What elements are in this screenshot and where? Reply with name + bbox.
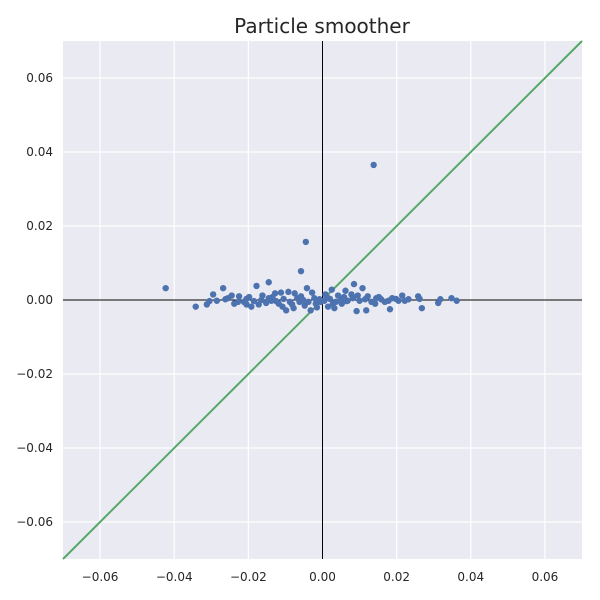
y-tick-labels: −0.06 −0.04 −0.02 0.00 0.02 0.04 0.06: [16, 71, 53, 529]
data-point: [373, 294, 380, 302]
data-point: [437, 296, 444, 303]
data-point: [279, 303, 286, 310]
x-tick-label: 0.02: [383, 570, 410, 584]
data-point: [342, 287, 349, 294]
data-point: [162, 284, 169, 292]
y-tick-label: 0.02: [26, 219, 53, 233]
x-tick-label: 0.00: [309, 570, 336, 584]
x-tick-label: −0.02: [230, 570, 267, 584]
data-point: [361, 296, 369, 303]
data-point: [311, 294, 318, 302]
data-point: [265, 279, 272, 286]
data-point: [370, 161, 377, 169]
data-point: [416, 295, 423, 303]
data-point: [308, 289, 316, 296]
data-point: [316, 296, 323, 303]
data-point: [363, 307, 370, 314]
x-tick-label: 0.04: [457, 570, 484, 584]
data-point: [262, 299, 270, 307]
points: [162, 161, 460, 315]
data-point: [350, 280, 358, 288]
data-point: [235, 293, 243, 300]
data-point: [302, 238, 310, 246]
data-point: [324, 303, 332, 310]
data-point: [313, 304, 321, 311]
data-point: [349, 294, 357, 302]
data-point: [328, 286, 335, 293]
data-point: [224, 294, 232, 302]
data-point: [243, 295, 250, 303]
data-point: [206, 297, 213, 305]
data-point: [234, 298, 242, 306]
data-point: [213, 297, 221, 304]
data-point: [258, 296, 265, 304]
x-tick-label: −0.04: [156, 570, 193, 584]
data-point: [250, 297, 258, 305]
x-tick-labels: −0.06 −0.04 −0.02 0.00 0.02 0.04 0.06: [82, 570, 559, 584]
data-point: [286, 298, 294, 306]
data-point: [219, 284, 227, 292]
data-point: [285, 288, 292, 296]
y-tick-label: −0.06: [16, 515, 53, 529]
data-point: [368, 298, 375, 306]
data-point: [305, 298, 312, 306]
y-tick-label: −0.04: [16, 441, 53, 455]
data-point: [291, 290, 298, 297]
data-point: [399, 292, 406, 299]
x-tick-label: −0.06: [82, 570, 119, 584]
data-point: [243, 301, 250, 308]
y-tick-label: 0.00: [26, 293, 53, 307]
data-point: [272, 297, 280, 305]
data-point: [290, 304, 297, 312]
y-tick-label: −0.02: [16, 367, 53, 381]
data-point: [323, 293, 331, 301]
y-tick-label: 0.06: [26, 71, 53, 85]
data-point: [280, 295, 287, 303]
data-point: [303, 284, 311, 292]
data-point: [192, 303, 199, 310]
data-point: [388, 294, 396, 302]
data-point: [453, 297, 460, 304]
data-point: [377, 296, 385, 303]
data-point: [401, 297, 408, 304]
data-point: [253, 282, 260, 290]
y-tick-label: 0.04: [26, 145, 53, 159]
data-point: [354, 292, 361, 299]
data-point: [359, 284, 366, 292]
x-tick-label: 0.06: [532, 570, 559, 584]
data-point: [418, 304, 426, 312]
data-point: [269, 293, 276, 301]
data-point: [248, 303, 255, 310]
data-point: [307, 307, 314, 314]
data-point: [353, 307, 360, 315]
data-point: [340, 293, 348, 301]
data-point: [209, 291, 217, 298]
chart-title: Particle smoother: [234, 14, 410, 38]
data-point: [277, 289, 285, 296]
data-point: [448, 294, 455, 302]
data-point: [356, 297, 363, 304]
data-point: [329, 300, 337, 307]
data-point: [386, 306, 394, 313]
data-point: [297, 293, 305, 300]
data-point: [297, 267, 305, 275]
